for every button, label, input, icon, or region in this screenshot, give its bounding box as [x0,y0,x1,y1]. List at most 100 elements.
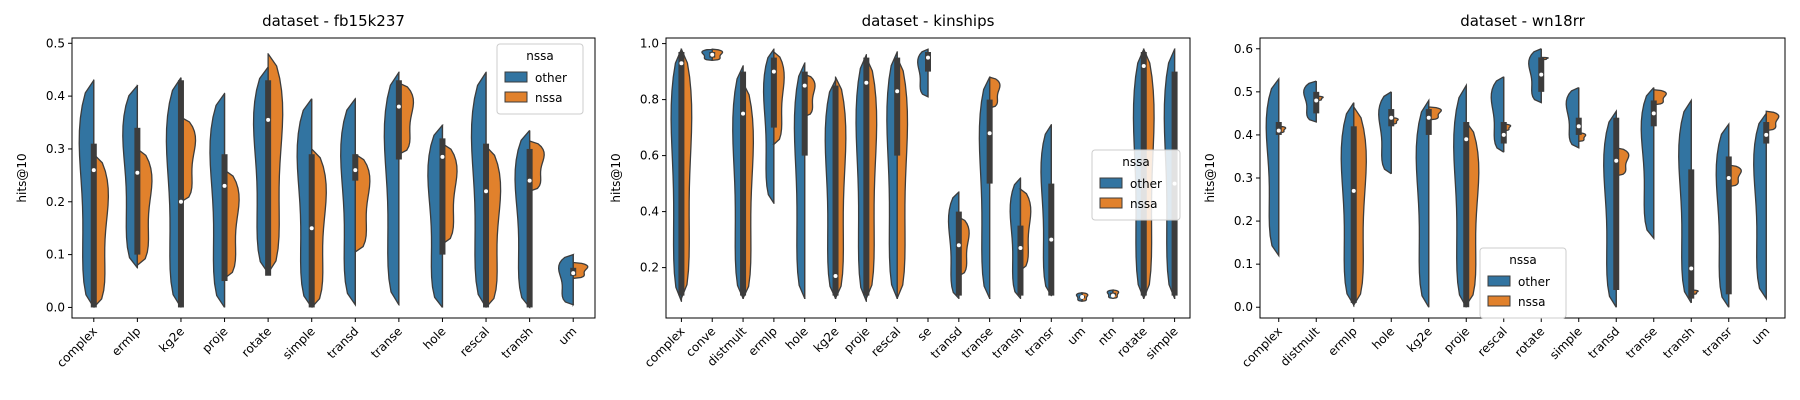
x-tick-label: kg2e [1404,324,1435,355]
violin-nssa [93,153,110,308]
y-tick-label: 0.6 [640,149,659,163]
legend-swatch-other [504,71,528,83]
violin-other [1753,111,1767,301]
x-tick-label: kg2e [156,324,187,355]
violin-nssa [441,143,458,245]
x-tick-label: rescal [1475,324,1510,359]
chart-title: dataset - fb15k237 [262,12,405,30]
iqr-box [177,80,184,308]
violin-other [1265,76,1280,258]
median-dot [864,80,869,85]
y-tick-label: 0.8 [640,93,659,107]
x-tick-label: ermlp [746,324,780,358]
median-dot [266,117,271,122]
iqr-box [1688,169,1695,299]
median-dot [741,111,746,116]
median-dot [895,89,900,94]
legend-label-other: other [535,71,567,85]
iqr-box [801,71,808,156]
x-tick-label: proje [1441,324,1472,355]
iqr-box [925,52,931,72]
x-tick-label: proje [841,324,872,355]
y-tick-label: 0.4 [1234,128,1253,142]
y-tick-label: 0.5 [46,36,65,50]
x-tick-label: transe [959,324,996,361]
x-tick-label: ntn [1095,324,1119,348]
iqr-box [265,80,272,276]
median-dot [1049,237,1054,242]
iqr-box [1763,122,1770,144]
violin-other [1640,87,1655,241]
median-dot [1726,176,1731,180]
median-dot [1351,188,1356,193]
median-dot [1080,295,1085,299]
iqr-box [1275,122,1282,135]
median-dot [1018,246,1023,250]
y-tick-label: 1.0 [640,37,659,51]
iqr-box [1017,225,1024,296]
median-dot [484,189,489,194]
median-dot [527,178,532,183]
violin-other [1565,86,1580,149]
violin-nssa [528,140,545,192]
violin-other [1490,76,1505,153]
x-tick-label: transd [324,324,361,361]
plot-frame [665,37,1191,319]
iqr-box [90,143,97,308]
violin-nssa [1653,88,1667,106]
median-dot [833,274,838,278]
violin-nssa [398,81,415,155]
x-tick-label: se [915,324,935,344]
median-dot [710,52,715,57]
violin-other [514,129,531,309]
y-tick-label: 0.2 [1234,214,1253,228]
x-tick-label: um [1065,324,1089,348]
x-tick-label: transr [1700,324,1735,359]
iqr-box [955,211,962,296]
violin-other [1453,83,1467,308]
violin-other [1678,98,1692,304]
violin-other [427,124,444,308]
chart-title: dataset - wn18rr [1460,12,1585,30]
iqr-box [863,57,870,296]
median-dot [1539,72,1544,77]
median-dot [309,226,314,231]
legend-title: nssa [1509,253,1536,267]
violin-other [470,71,487,308]
violin-nssa [311,147,327,308]
violin-other [165,77,182,308]
violin-nssa [180,116,197,203]
y-axis-label: hits@10 [609,153,623,202]
x-tick-label: transr [1022,324,1057,359]
x-tick-label: transh [499,324,536,361]
violin-nssa [354,153,371,254]
x-tick-label: transd [928,324,965,361]
legend-swatch-nssa [1099,197,1123,209]
x-tick-label: rescal [868,324,903,359]
median-dot [222,183,227,188]
iqr-box [1613,117,1620,290]
median-dot [1501,132,1506,137]
y-axis-label: hits@10 [1203,153,1217,202]
x-tick-label: proje [199,324,230,355]
chart-panel-2: dataset - wn18rr hits@10 0.0 0.1 0.2 0.3 0.4 0.… [1203,12,1786,370]
x-tick-label: rotate [1512,324,1547,359]
median-dot [802,83,807,88]
violin-other [1528,48,1542,104]
x-tick-label: hole [783,324,811,352]
y-tick-label: 0.4 [640,205,659,219]
x-tick-label: distmult [1278,324,1323,369]
median-dot [771,69,776,74]
median-dot [1614,158,1619,163]
x-tick-label: transh [1660,324,1697,361]
violin-other [209,92,226,308]
x-tick-label: transh [989,324,1026,361]
violin-nssa [1615,147,1630,177]
iqr-box [134,127,141,255]
median-dot [1651,111,1656,116]
iqr-box [483,143,490,308]
legend-swatch-other [1099,177,1123,189]
legend: nssa other nssa [1479,247,1567,319]
median-dot [91,168,96,173]
